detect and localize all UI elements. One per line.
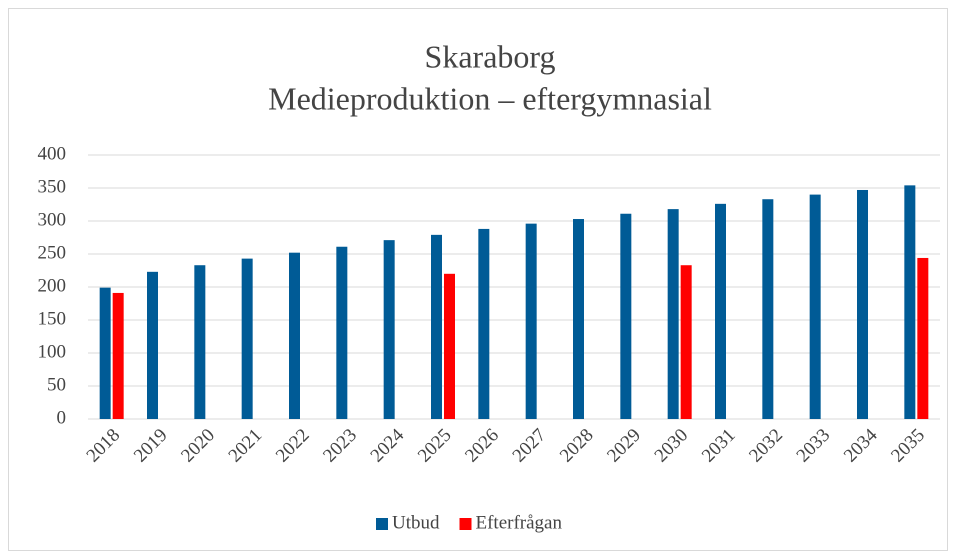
bar: [762, 199, 774, 419]
legend-swatch: [459, 518, 472, 530]
y-tick-label: 400: [38, 143, 67, 164]
chart-title: Skaraborg: [425, 38, 556, 74]
legend-label: Efterfrågan: [476, 512, 563, 533]
y-tick-label: 150: [38, 308, 67, 329]
bar: [667, 209, 679, 419]
bar: [680, 265, 692, 419]
y-tick-label: 300: [38, 209, 67, 230]
bar: [336, 246, 348, 419]
bar: [241, 258, 253, 419]
bar: [431, 234, 442, 419]
y-tick-label: 250: [38, 242, 67, 263]
chart-border: [8, 8, 948, 551]
bar: [478, 228, 490, 419]
bar: [112, 292, 124, 419]
bar: [444, 273, 455, 419]
bar: [383, 240, 395, 419]
bar: [857, 189, 868, 419]
bar: [809, 194, 821, 419]
legend-label: Utbud: [392, 512, 440, 533]
bar: [573, 219, 584, 419]
bar: [525, 223, 537, 419]
y-tick-label: 200: [38, 275, 67, 296]
y-tick-label: 0: [57, 407, 67, 428]
bar: [917, 257, 929, 419]
y-tick-label: 100: [38, 341, 67, 362]
legend-swatch: [376, 518, 388, 530]
y-tick-label: 50: [47, 374, 66, 395]
bar: [289, 252, 300, 419]
bar: [715, 203, 726, 419]
bar: [99, 287, 111, 419]
bar: [620, 213, 632, 419]
bar: [147, 271, 158, 419]
bar: [194, 265, 206, 419]
bar: [904, 185, 916, 419]
chart-subtitle: Medieproduktion – eftergymnasial: [268, 80, 712, 116]
y-tick-label: 350: [38, 176, 67, 197]
